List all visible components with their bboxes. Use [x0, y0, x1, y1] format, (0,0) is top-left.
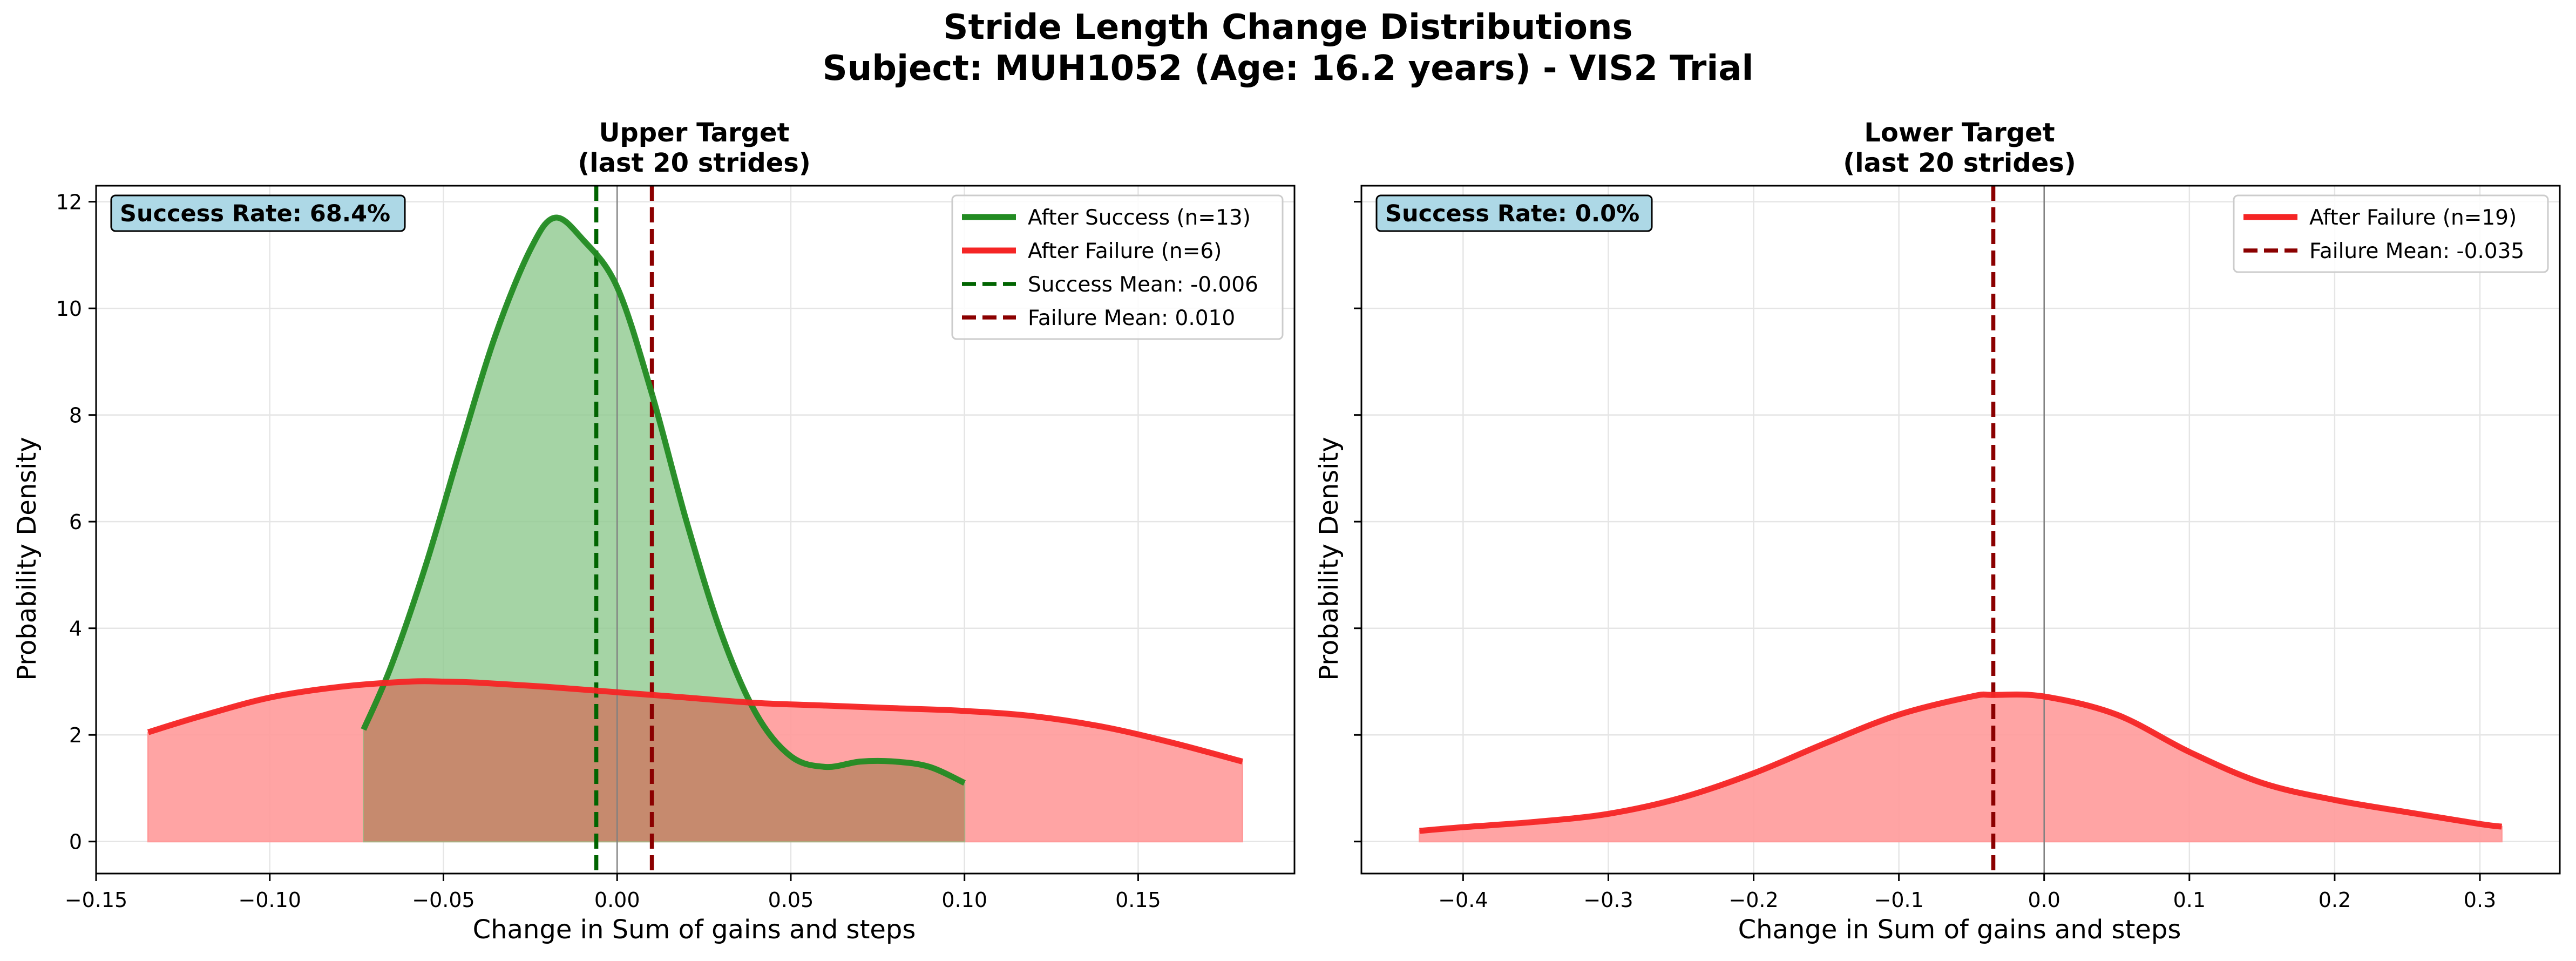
upper-target-ytick-label-4: 8	[69, 404, 82, 428]
upper-target-axes-frame	[95, 185, 1296, 875]
lower-target-axes-frame	[1360, 185, 2561, 875]
figure-title-line1: Stride Length Change Distributions	[943, 8, 1632, 48]
lower-target-panel: Lower Target (last 20 strides) Change in…	[1314, 118, 2561, 945]
upper-target-xtick-label-6: 0.15	[1115, 888, 1161, 912]
lower-target-plot-area: −0.4 −0.3 −0.2 −0.1 0.0 0.1 0.2 0.3 Success Rate…	[1354, 185, 2561, 912]
upper-target-ytick-label-0: 0	[69, 830, 82, 854]
lower-target-xlabel: Change in Sum of gains and steps	[1738, 915, 2181, 945]
lower-target-success-rate-badge: Success Rate: 0.0%	[1375, 194, 1653, 232]
lower-target-badge-text: Success Rate: 0.0%	[1385, 200, 1639, 227]
upper-target-failure-curve	[147, 678, 1243, 764]
upper-target-legend-label-success_mean-mean: Success Mean: -0.006	[1028, 273, 1258, 297]
upper-target-legend-label-failure: After Failure (n=6)	[1028, 239, 1222, 263]
upper-target-subtitle: (last 20 strides)	[578, 148, 811, 178]
upper-target-xtick-label-1: −0.10	[239, 888, 301, 912]
lower-target-xtick-label-2: −0.2	[1728, 888, 1778, 912]
upper-target-ytick-label-6: 12	[56, 191, 82, 214]
lower-target-title: Lower Target	[1864, 118, 2055, 148]
upper-target-legend-label-success: After Success (n=13)	[1028, 206, 1251, 230]
upper-target-success-curve	[361, 214, 966, 786]
upper-target-series-group	[147, 186, 1243, 874]
upper-target-legend: After Success (n=13) After Failure (n=6) S…	[951, 194, 1284, 340]
lower-target-xtick-label-4: 0.0	[2028, 888, 2060, 912]
upper-target-ylabel: Probability Density	[12, 437, 42, 680]
upper-target-legend-box	[951, 194, 1284, 340]
lower-target-xtick-label-6: 0.2	[2319, 888, 2351, 912]
upper-target-badge-box	[110, 194, 406, 232]
figure-title-line2: Subject: MUH1052 (Age: 16.2 years) - VIS…	[823, 49, 1754, 89]
upper-target-xtick-label-0: −0.15	[65, 888, 127, 912]
upper-target-panel: Upper Target (last 20 strides) Change in…	[12, 118, 1296, 945]
lower-target-xtick-label-5: 0.1	[2173, 888, 2206, 912]
lower-target-badge-box	[1375, 194, 1653, 232]
lower-target-series-group	[1419, 186, 2503, 874]
upper-target-xtick-label-2: −0.05	[412, 888, 474, 912]
lower-target-xtick-label-3: −0.1	[1874, 888, 1923, 912]
lower-target-legend-label-failure_mean-mean: Failure Mean: -0.035	[2309, 239, 2524, 263]
upper-target-ytick-label-5: 10	[56, 297, 82, 321]
upper-target-legend-label-failure_mean-mean: Failure Mean: 0.010	[1028, 306, 1235, 330]
lower-target-legend: After Failure (n=19) Failure Mean: -0.035	[2233, 194, 2549, 273]
lower-target-xtick-label-1: −0.3	[1583, 888, 1633, 912]
upper-target-xtick-label-4: 0.05	[768, 888, 814, 912]
lower-target-failure-curve	[1419, 691, 2503, 834]
lower-target-legend-box	[2233, 194, 2549, 273]
upper-target-ytick-label-2: 4	[69, 617, 82, 641]
upper-target-badge-text: Success Rate: 68.4%	[120, 200, 390, 227]
upper-target-xlabel: Change in Sum of gains and steps	[473, 915, 916, 945]
lower-target-subtitle: (last 20 strides)	[1843, 148, 2076, 178]
upper-target-plot-area: −0.15 −0.10 −0.05 0.00 0.05 0.10 0.15 0 2 4 6 8 10 12…	[56, 185, 1296, 912]
lower-target-xtick-label-0: −0.4	[1438, 888, 1488, 912]
upper-target-xtick-label-3: 0.00	[594, 888, 640, 912]
upper-target-ytick-label-1: 2	[69, 723, 82, 747]
upper-target-ytick-label-3: 6	[69, 510, 82, 534]
upper-target-success-rate-badge: Success Rate: 68.4%	[110, 194, 406, 232]
upper-target-xtick-label-5: 0.10	[941, 888, 987, 912]
lower-target-xtick-label-7: 0.3	[2464, 888, 2496, 912]
lower-target-ylabel: Probability Density	[1314, 437, 1344, 680]
lower-target-legend-label-failure: After Failure (n=19)	[2309, 206, 2517, 230]
upper-target-title: Upper Target	[599, 118, 789, 148]
